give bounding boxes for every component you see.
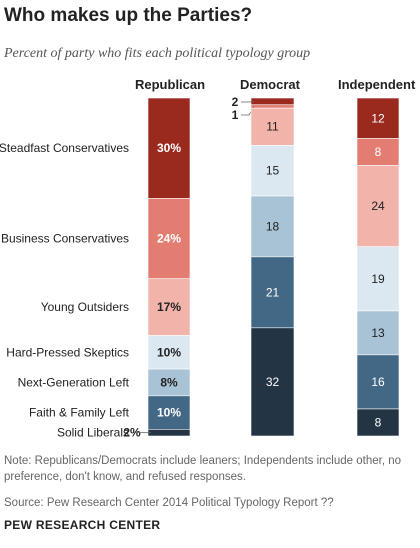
chart-source: Source: Pew Research Center 2014 Politic… (4, 497, 334, 509)
leader-line-democrat-steadfast-conservatives (241, 100, 255, 103)
bar-segment-independent-faith-and-family-left (356, 354, 400, 410)
data-label-democrat-next-generation-left: 18 (266, 219, 280, 233)
brand-logo-text: PEW RESEARCH CENTER (4, 518, 161, 532)
bar-segment-independent-solid-liberals (356, 408, 400, 437)
data-label-independent-next-generation-left: 13 (371, 326, 385, 340)
series-label-business-conservatives: Business Conservatives (1, 232, 129, 246)
column-header-republican: Republican (135, 77, 206, 92)
data-label-democrat-young-outsiders: 11 (266, 120, 279, 134)
data-label-independent-young-outsiders: 24 (371, 199, 385, 213)
data-label-independent-faith-and-family-left: 16 (371, 375, 385, 389)
bar-segment-democrat-hard-pressed-skeptics (250, 145, 295, 197)
series-label-hard-pressed-skeptics: Hard-Pressed Skeptics (6, 345, 129, 359)
series-label-next-generation-left: Next-Generation Left (18, 375, 130, 389)
bar-segment-republican-young-outsiders (147, 278, 191, 336)
data-label-democrat-business-conservatives: 1 (232, 108, 239, 122)
series-label-faith-and-family-left: Faith & Family Left (29, 406, 130, 420)
data-label-republican-young-outsiders: 17% (157, 300, 181, 314)
column-header-independent: Independent (338, 77, 416, 92)
data-label-independent-business-conservatives: 8 (375, 145, 382, 159)
bar-segment-independent-young-outsiders (356, 165, 400, 248)
data-label-republican-steadfast-conservatives: 30% (157, 141, 181, 155)
data-label-democrat-faith-and-family-left: 21 (266, 285, 280, 299)
bar-segment-independent-steadfast-conservatives (356, 97, 400, 139)
bar-segment-republican-business-conservatives (147, 198, 191, 280)
bar-segment-democrat-next-generation-left (250, 195, 295, 258)
data-label-independent-steadfast-conservatives: 12 (371, 111, 385, 125)
data-label-democrat-steadfast-conservatives: 2 (232, 95, 239, 109)
bar-segment-democrat-steadfast-conservatives (250, 97, 295, 106)
bar-segment-democrat-faith-and-family-left (250, 256, 295, 329)
column-header-democrat: Democrat (240, 77, 300, 92)
data-label-republican-next-generation-left: 8% (160, 375, 178, 389)
bar-segment-democrat-young-outsiders (250, 107, 295, 146)
data-label-democrat-solid-liberals: 32 (266, 375, 280, 389)
chart-subtitle: Percent of party who fits each political… (4, 46, 311, 61)
chart-title: Who makes up the Parties? (4, 5, 253, 26)
data-label-democrat-hard-pressed-skeptics: 15 (266, 164, 280, 178)
data-label-independent-solid-liberals: 8 (375, 415, 382, 429)
series-label-young-outsiders: Young Outsiders (41, 300, 129, 314)
series-label-steadfast-conservatives: Steadfast Conservatives (0, 141, 129, 155)
bar-segment-republican-next-generation-left (147, 368, 191, 397)
data-label-republican-faith-and-family-left: 10% (157, 406, 181, 420)
data-label-republican-business-conservatives: 24% (157, 232, 181, 246)
series-label-solid-liberals: Solid Liberals (57, 426, 129, 440)
bar-segment-republican-hard-pressed-skeptics (147, 335, 191, 370)
bar-segment-democrat-business-conservatives (250, 104, 295, 109)
stacked-bar-chart: 30% Steadfast Conservatives 24% Business Co… (0, 95, 400, 440)
data-label-independent-hard-pressed-skeptics: 19 (371, 272, 385, 286)
data-label-republican-solid-liberals: 2% (123, 426, 141, 440)
bar-segment-independent-next-generation-left (356, 310, 400, 356)
bar-segment-republican-solid-liberals (147, 429, 191, 437)
bar-segment-republican-faith-and-family-left (147, 395, 191, 430)
data-label-republican-hard-pressed-skeptics: 10% (157, 345, 181, 359)
chart-note: Note: Republicans/Democrats include lean… (4, 455, 401, 483)
bar-segment-democrat-solid-liberals (250, 327, 295, 437)
